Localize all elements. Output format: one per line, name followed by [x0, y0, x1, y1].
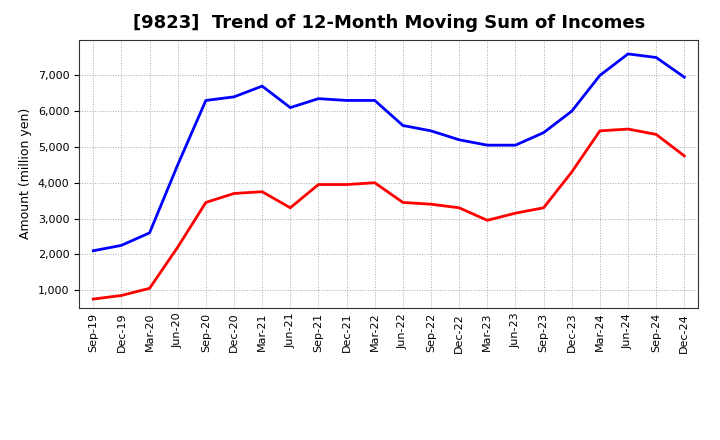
Ordinary Income [286, 105, 294, 110]
Net Income [230, 191, 238, 196]
Net Income [595, 128, 604, 133]
Net Income [117, 293, 126, 298]
Net Income [89, 297, 98, 302]
Ordinary Income [399, 123, 408, 128]
Net Income [483, 218, 492, 223]
Net Income [427, 202, 436, 207]
Ordinary Income [483, 143, 492, 148]
Ordinary Income [567, 109, 576, 114]
Ordinary Income [314, 96, 323, 101]
Net Income [286, 205, 294, 210]
Ordinary Income [652, 55, 660, 60]
Net Income [624, 126, 632, 132]
Ordinary Income [680, 74, 688, 80]
Line: Ordinary Income: Ordinary Income [94, 54, 684, 251]
Ordinary Income [455, 137, 464, 143]
Net Income [370, 180, 379, 185]
Ordinary Income [539, 130, 548, 135]
Net Income [145, 286, 154, 291]
Ordinary Income [342, 98, 351, 103]
Net Income [314, 182, 323, 187]
Ordinary Income [258, 84, 266, 89]
Ordinary Income [174, 162, 182, 168]
Net Income [342, 182, 351, 187]
Ordinary Income [230, 94, 238, 99]
Net Income [258, 189, 266, 194]
Net Income [652, 132, 660, 137]
Line: Net Income: Net Income [94, 129, 684, 299]
Ordinary Income [624, 51, 632, 57]
Ordinary Income [145, 230, 154, 235]
Ordinary Income [89, 248, 98, 253]
Net Income [511, 210, 520, 216]
Ordinary Income [117, 243, 126, 248]
Y-axis label: Amount (million yen): Amount (million yen) [19, 108, 32, 239]
Net Income [539, 205, 548, 210]
Ordinary Income [595, 73, 604, 78]
Ordinary Income [511, 143, 520, 148]
Net Income [567, 169, 576, 175]
Ordinary Income [370, 98, 379, 103]
Net Income [202, 200, 210, 205]
Title: [9823]  Trend of 12-Month Moving Sum of Incomes: [9823] Trend of 12-Month Moving Sum of I… [132, 15, 645, 33]
Net Income [455, 205, 464, 210]
Net Income [680, 153, 688, 158]
Ordinary Income [427, 128, 436, 133]
Net Income [174, 245, 182, 250]
Ordinary Income [202, 98, 210, 103]
Net Income [399, 200, 408, 205]
